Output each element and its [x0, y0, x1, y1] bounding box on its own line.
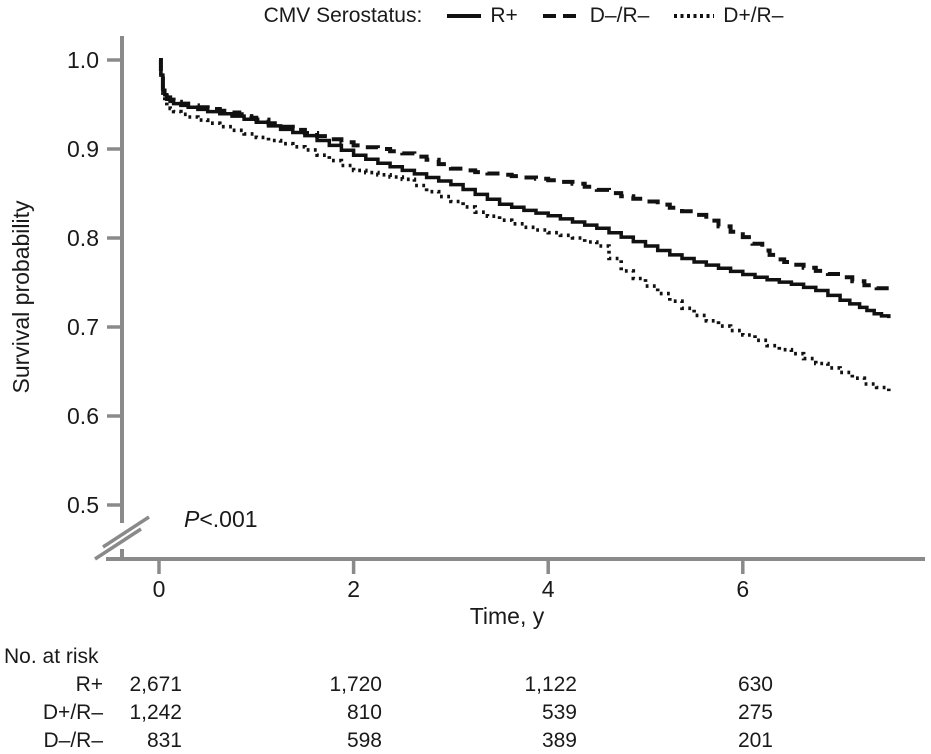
km-curve-dashed-1 — [158, 58, 891, 292]
risk-cell: 389 — [541, 729, 577, 752]
risk-row: D+/R– 1,242 810 539 275 — [0, 701, 931, 725]
y-tick-label: 0.5 — [67, 492, 99, 518]
p-symbol: P — [184, 506, 200, 532]
risk-cell: 2,671 — [129, 673, 182, 696]
x-tick-label: 2 — [347, 576, 360, 602]
risk-cell: 810 — [346, 701, 382, 724]
legend-item-dneg-rneg: D–/R– — [542, 4, 650, 28]
p-value-annotation: P<.001 — [184, 506, 258, 533]
risk-cell: 831 — [146, 729, 182, 752]
x-tick-label: 4 — [542, 576, 555, 602]
axis-break-icon — [102, 515, 150, 549]
y-tick-label: 0.7 — [67, 314, 99, 340]
solid-line-icon — [447, 14, 482, 18]
legend-label: R+ — [490, 4, 518, 27]
risk-row-label: D–/R– — [43, 729, 103, 752]
p-value-text: <.001 — [199, 506, 258, 532]
dashed-line-icon — [542, 14, 581, 18]
risk-row: D–/R– 831 598 389 201 — [0, 729, 931, 753]
risk-cell: 598 — [346, 729, 382, 752]
risk-row-label: D+/R– — [42, 701, 103, 724]
risk-row: R+ 2,671 1,720 1,122 630 — [0, 673, 931, 697]
risk-cell: 1,242 — [129, 701, 182, 724]
y-axis-title: Survival probability — [8, 200, 34, 394]
risk-cell: 1,720 — [329, 673, 382, 696]
legend-label: D–/R– — [589, 4, 650, 27]
chart-legend: CMV Serostatus: R+ D–/R– D+/R– — [122, 1, 925, 31]
legend-item-r-pos: R+ — [447, 4, 518, 28]
x-axis-title: Time, y — [469, 603, 545, 629]
risk-cell: 201 — [737, 729, 773, 752]
km-curve-dotted-2 — [159, 58, 891, 392]
dotted-line-icon — [674, 14, 715, 18]
y-tick-label: 0.6 — [67, 403, 99, 429]
risk-row-label: R+ — [75, 673, 103, 696]
y-tick-label: 1.0 — [67, 47, 99, 73]
x-tick-label: 6 — [736, 576, 749, 602]
risk-cell: 275 — [737, 701, 773, 724]
legend-title: CMV Serostatus: — [263, 4, 423, 27]
y-tick-label: 0.9 — [67, 136, 99, 162]
risk-cell: 539 — [541, 701, 577, 724]
legend-item-dpos-rneg: D+/R– — [674, 4, 783, 28]
y-tick-label: 0.8 — [67, 225, 99, 251]
risk-table-title: No. at risk — [4, 645, 99, 668]
km-curve-solid-0 — [159, 58, 891, 319]
risk-cell: 1,122 — [524, 673, 577, 696]
axis-break-icon — [94, 527, 142, 561]
risk-cell: 630 — [737, 673, 773, 696]
x-tick-label: 0 — [153, 576, 166, 602]
legend-label: D+/R– — [723, 4, 784, 27]
